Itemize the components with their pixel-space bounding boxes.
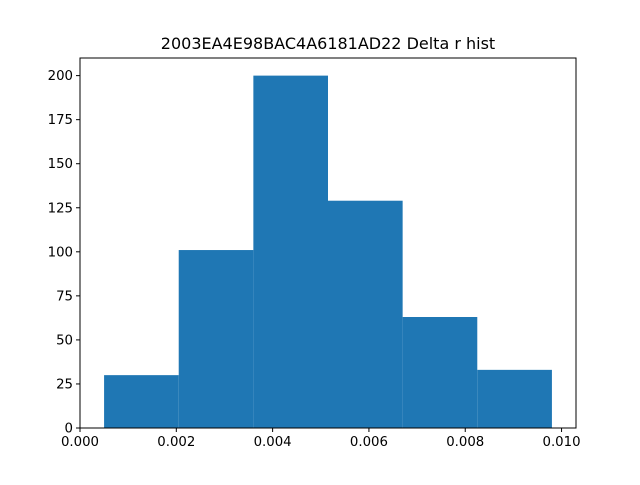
histogram-bar	[104, 375, 179, 428]
y-tick-label: 0	[65, 422, 73, 437]
x-tick-label: 0.004	[254, 435, 292, 450]
y-tick-label: 200	[48, 69, 73, 84]
x-tick-label: 0.006	[350, 435, 388, 450]
plot-frame	[79, 57, 577, 429]
y-tick-label: 175	[48, 113, 73, 128]
chart-title: 2003EA4E98BAC4A6181AD22 Delta r hist	[161, 34, 495, 53]
histogram-bar	[178, 250, 254, 428]
histogram-bar	[328, 200, 403, 428]
x-axis: 0.000 0.002 0.004 0.006 0.008 0.010	[61, 428, 581, 450]
y-tick-label: 50	[56, 333, 73, 348]
x-tick-label: 0.000	[61, 435, 99, 450]
y-tick-label: 125	[48, 201, 73, 216]
y-tick-label: 75	[56, 289, 73, 304]
bars-group	[104, 75, 552, 428]
y-tick-label: 100	[48, 245, 73, 260]
x-tick-label: 0.010	[543, 435, 581, 450]
histogram-bar	[253, 75, 328, 428]
x-tick-label: 0.002	[157, 435, 195, 450]
x-tick-label: 0.008	[446, 435, 484, 450]
histogram-bar	[402, 317, 478, 428]
histogram-bar	[477, 369, 552, 428]
y-tick-label: 150	[48, 157, 73, 172]
y-tick-label: 25	[56, 377, 73, 392]
y-axis: 0 25 50 75 100 125 150 175 200	[48, 69, 80, 437]
